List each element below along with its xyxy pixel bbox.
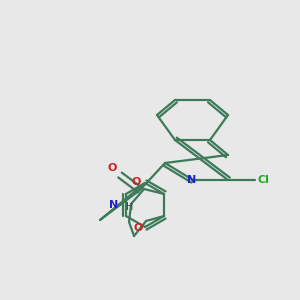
Text: O: O bbox=[134, 223, 143, 233]
Text: N: N bbox=[109, 200, 118, 210]
Text: O: O bbox=[108, 163, 117, 173]
Text: N: N bbox=[188, 175, 196, 185]
Text: H: H bbox=[126, 202, 134, 212]
Text: O: O bbox=[132, 177, 141, 187]
Text: Cl: Cl bbox=[258, 175, 270, 185]
